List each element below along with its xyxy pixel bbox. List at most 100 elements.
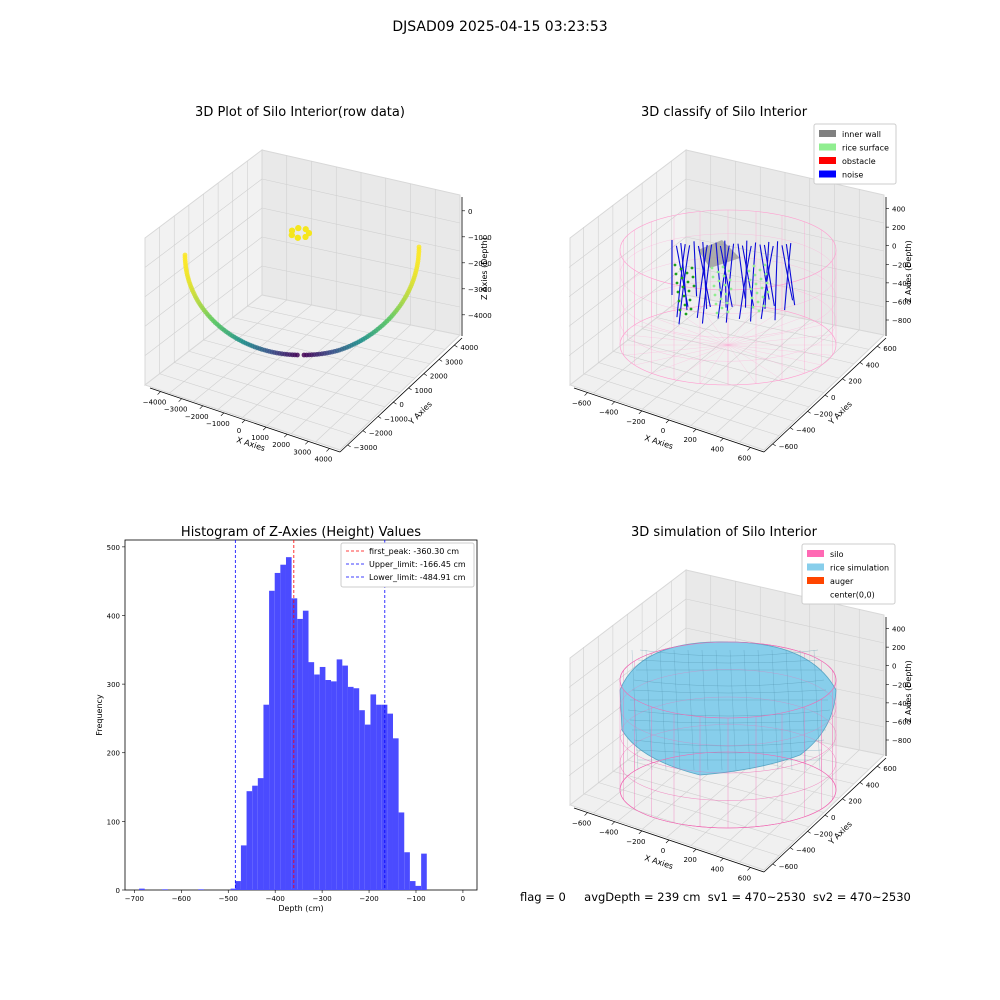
classify-x-label: X Axies xyxy=(643,433,674,451)
cls-ytick-mark xyxy=(842,378,846,381)
histogram-bar xyxy=(398,812,405,890)
rice-surface-point xyxy=(674,272,678,276)
cls-ytick-label: 400 xyxy=(866,361,879,369)
flag-text: flag = 0 xyxy=(520,890,566,904)
sim-xtick-label: −400 xyxy=(599,829,618,837)
raw-point xyxy=(306,230,312,237)
grid-line xyxy=(261,178,461,224)
classify-legend-swatch xyxy=(819,143,836,151)
rice-surface-point xyxy=(759,277,763,281)
cls-xtick-label: 400 xyxy=(711,445,724,453)
raw-point xyxy=(294,234,301,241)
raw-y-label: Y Axies xyxy=(406,400,434,428)
noise-trace xyxy=(702,241,708,309)
raw-xtick-mark xyxy=(326,448,330,452)
raw-ytick-mark xyxy=(454,344,458,348)
noise-trace xyxy=(750,242,757,322)
cls-ytick-mark xyxy=(859,362,864,365)
cls-ztick-label: 0 xyxy=(892,243,896,251)
rice-surface-mesh xyxy=(715,649,723,771)
simulation-x-ticks: −600 −400 −200 0 200 400 600 xyxy=(572,812,751,882)
histogram-bar xyxy=(415,885,422,890)
rice-surface-mesh xyxy=(785,649,793,771)
sim-ytick-mark xyxy=(807,831,811,834)
grid-line xyxy=(715,744,835,854)
raw-xtick-label: 3000 xyxy=(293,448,311,456)
avg-depth-text: avgDepth = 239 cm xyxy=(584,890,701,904)
cls-xtick-label: −600 xyxy=(572,400,591,408)
noise-trace xyxy=(678,245,691,325)
grid-line xyxy=(232,317,431,365)
histogram-bar xyxy=(302,610,309,890)
cls-ytick-mark xyxy=(877,345,881,349)
sim-xtick-label: −600 xyxy=(572,820,591,828)
cls-xtick-mark xyxy=(638,410,643,415)
cls-xtick-label: 200 xyxy=(683,436,696,444)
rice-surface-mesh xyxy=(729,649,737,771)
rice-surface-point xyxy=(749,287,753,291)
rice-surface-point xyxy=(717,279,721,283)
histogram-ytick-label: 500 xyxy=(107,544,120,552)
histogram-bar xyxy=(364,724,371,890)
cls-ytick-label: 0 xyxy=(831,394,835,402)
histogram-ytick-label: 400 xyxy=(107,612,120,620)
histogram-bar xyxy=(314,674,320,890)
silo-spoke xyxy=(634,324,729,346)
histogram-legend-label: first_peak: -360.30 cm xyxy=(369,547,459,556)
simulation-legend-box xyxy=(801,543,896,605)
sim-ztick-label: −400 xyxy=(892,700,911,708)
histogram-bar xyxy=(230,888,237,890)
rice-surface-point xyxy=(753,273,757,277)
silo-spoke xyxy=(623,344,729,356)
raw-pane-floor xyxy=(143,294,462,451)
sim-ytick-label: 200 xyxy=(848,798,861,806)
rice-surface-point xyxy=(687,289,691,293)
histogram-y-ticks: 0 100 200 300 400 500 xyxy=(107,544,125,895)
sim-ytick-mark xyxy=(859,782,864,785)
raw-ytick-label: −1000 xyxy=(384,415,408,423)
classify-legend-swatch xyxy=(819,130,836,137)
histogram-bar xyxy=(347,686,354,890)
sim-ytick-mark xyxy=(877,765,881,769)
sim-xtick-mark xyxy=(747,867,751,871)
sv2-text: sv2 = 470~2530 xyxy=(812,890,911,904)
noise-trace xyxy=(693,241,698,297)
noise-trace xyxy=(680,243,688,311)
raw-ytick-mark xyxy=(423,373,428,376)
simulation-plot-panel: 3D simulation of Silo Interior −600−400−… xyxy=(568,525,913,882)
raw-ytick-mark xyxy=(362,430,367,433)
raw-xtick-mark xyxy=(220,412,225,417)
histogram-bar xyxy=(325,680,332,890)
cls-ztick-label: −800 xyxy=(892,317,911,325)
noise-trace xyxy=(717,245,730,319)
histogram-legend: first_peak: -360.30 cm Upper_limit: -166.… xyxy=(340,542,475,588)
rice-surface-point xyxy=(675,281,679,285)
classify-legend-box xyxy=(813,123,897,185)
raw-point xyxy=(302,234,309,240)
rice-surface-point xyxy=(751,305,755,309)
rice-surface-point xyxy=(714,302,718,306)
classify-z-label: Z Axies (Depth) xyxy=(904,240,913,303)
sim-xtick-mark xyxy=(638,830,643,835)
rice-surface-point xyxy=(683,303,687,307)
grid-line xyxy=(144,236,263,327)
inner-wall-points xyxy=(698,240,740,268)
simulation-legend-label: auger xyxy=(830,577,854,586)
rice-surface-point xyxy=(713,293,717,297)
noise-trace xyxy=(738,245,752,319)
rice-surface-point xyxy=(727,269,731,273)
sim-ytick-label: −200 xyxy=(814,830,833,838)
rice-surface-point xyxy=(764,272,768,276)
raw-xtick-label: 4000 xyxy=(315,455,333,463)
rice-surface-mesh xyxy=(635,749,823,754)
raw-ytick-label: −3000 xyxy=(354,444,378,452)
cls-ytick-mark xyxy=(789,427,794,430)
grid-line xyxy=(568,236,687,327)
cls-ytick-label: 200 xyxy=(848,378,861,386)
classify-x-ticks: −600 −400 −200 0 200 400 600 xyxy=(572,392,751,462)
noise-trace xyxy=(763,244,775,307)
raw-ytick-label: 0 xyxy=(399,401,403,409)
rice-surface-point xyxy=(756,300,760,304)
rice-surface-point xyxy=(757,309,761,313)
